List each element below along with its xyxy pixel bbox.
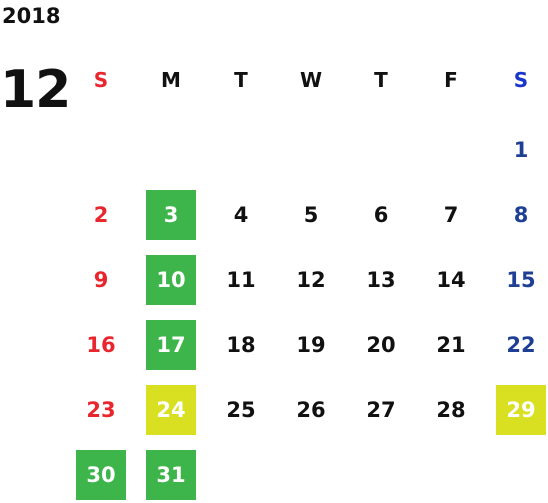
weekday-header-sat: S [513, 68, 529, 92]
month-label: 12 [0, 60, 71, 120]
day-cell-23[interactable]: 23 [86, 398, 116, 422]
weekday-header-wed: W [299, 68, 323, 92]
weekday-header-tue: T [234, 68, 248, 92]
day-cell-8[interactable]: 8 [513, 203, 529, 227]
day-cell-25[interactable]: 25 [226, 398, 256, 422]
day-cell-9[interactable]: 9 [93, 268, 109, 292]
day-cell-18[interactable]: 18 [226, 333, 256, 357]
day-cell-19[interactable]: 19 [296, 333, 326, 357]
day-cell-17[interactable]: 17 [146, 320, 196, 370]
day-cell-30[interactable]: 30 [76, 450, 126, 500]
weekday-header-fri: F [444, 68, 458, 92]
year-label: 2018 [2, 4, 61, 28]
weekday-header-sun: S [93, 68, 109, 92]
weekday-header-thu: T [374, 68, 388, 92]
day-cell-6[interactable]: 6 [373, 203, 389, 227]
day-cell-29[interactable]: 29 [496, 385, 546, 435]
day-cell-24[interactable]: 24 [146, 385, 196, 435]
day-cell-12[interactable]: 12 [296, 268, 326, 292]
day-cell-5[interactable]: 5 [303, 203, 319, 227]
day-cell-4[interactable]: 4 [233, 203, 249, 227]
day-cell-15[interactable]: 15 [506, 268, 536, 292]
day-cell-11[interactable]: 11 [226, 268, 256, 292]
day-cell-7[interactable]: 7 [443, 203, 459, 227]
day-cell-13[interactable]: 13 [366, 268, 396, 292]
day-cell-27[interactable]: 27 [366, 398, 396, 422]
day-cell-2[interactable]: 2 [93, 203, 109, 227]
day-cell-10[interactable]: 10 [146, 255, 196, 305]
day-cell-26[interactable]: 26 [296, 398, 326, 422]
day-cell-28[interactable]: 28 [436, 398, 466, 422]
day-cell-16[interactable]: 16 [86, 333, 116, 357]
day-cell-1[interactable]: 1 [513, 138, 529, 162]
day-cell-21[interactable]: 21 [436, 333, 466, 357]
day-cell-14[interactable]: 14 [436, 268, 466, 292]
day-cell-31[interactable]: 31 [146, 450, 196, 500]
weekday-header-mon: M [161, 68, 181, 92]
day-cell-20[interactable]: 20 [366, 333, 396, 357]
day-cell-3[interactable]: 3 [146, 190, 196, 240]
day-cell-22[interactable]: 22 [506, 333, 536, 357]
